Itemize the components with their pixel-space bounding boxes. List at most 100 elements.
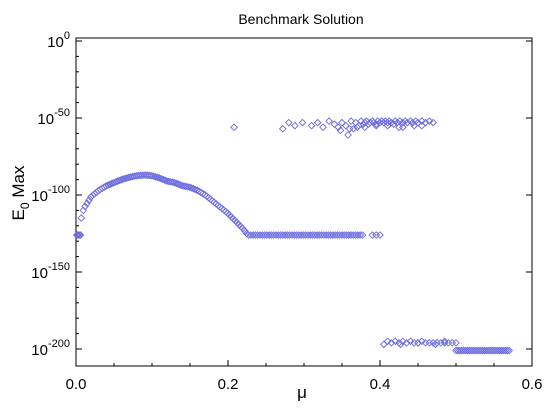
data-point bbox=[265, 231, 273, 239]
data-point bbox=[431, 340, 440, 349]
data-point bbox=[313, 231, 321, 239]
data-point bbox=[425, 117, 434, 125]
data-point bbox=[256, 231, 264, 239]
y-axis-title-rest: Max bbox=[9, 165, 28, 202]
data-point bbox=[330, 120, 339, 128]
data-point bbox=[331, 231, 339, 239]
data-point bbox=[104, 181, 112, 189]
data-point bbox=[115, 176, 124, 185]
data-point bbox=[319, 123, 327, 132]
y-tick-label-exponent: -50 bbox=[54, 107, 70, 119]
data-point bbox=[117, 175, 126, 184]
data-point bbox=[284, 118, 293, 127]
data-point bbox=[353, 123, 362, 132]
data-point bbox=[86, 193, 95, 201]
data-point bbox=[452, 339, 460, 347]
y-tick-label-exponent: 0 bbox=[64, 30, 70, 42]
data-point bbox=[417, 337, 426, 346]
plot-frame bbox=[75, 37, 533, 367]
data-point bbox=[324, 231, 333, 239]
data-point bbox=[113, 177, 122, 186]
data-point bbox=[191, 185, 200, 194]
data-point bbox=[77, 214, 86, 222]
y-tick-label-exponent: -100 bbox=[48, 184, 70, 196]
data-point bbox=[347, 231, 355, 239]
data-point bbox=[313, 118, 322, 127]
y-tick-label-exponent: -200 bbox=[48, 338, 70, 350]
data-point bbox=[341, 121, 350, 130]
data-point bbox=[372, 121, 381, 130]
data-point bbox=[74, 231, 83, 239]
data-point bbox=[153, 173, 162, 182]
y-axis-title: E0 Max bbox=[9, 165, 32, 220]
data-point bbox=[335, 231, 344, 239]
data-point bbox=[299, 231, 308, 239]
y-tick-label-base: 10 bbox=[31, 188, 48, 205]
data-point bbox=[170, 178, 179, 187]
data-point bbox=[83, 199, 91, 208]
data-point bbox=[119, 175, 127, 183]
data-point bbox=[278, 231, 287, 239]
data-point bbox=[317, 231, 326, 239]
x-tick-label: 0.0 bbox=[66, 376, 87, 393]
data-point bbox=[134, 171, 143, 180]
data-point bbox=[398, 123, 407, 132]
data-point bbox=[344, 131, 352, 139]
x-axis: 0.0 0.2 0.4 0.6 bbox=[66, 360, 543, 393]
data-point bbox=[396, 340, 405, 349]
data-point bbox=[172, 179, 181, 188]
data-point bbox=[410, 121, 419, 130]
data-point bbox=[301, 231, 310, 239]
data-point bbox=[440, 337, 449, 346]
data-point bbox=[391, 337, 400, 346]
data-point bbox=[199, 189, 207, 198]
chart-title: Benchmark Solution bbox=[238, 11, 363, 27]
data-point bbox=[267, 231, 276, 239]
data-point bbox=[429, 118, 438, 127]
data-points bbox=[72, 117, 514, 355]
data-point bbox=[329, 231, 337, 239]
data-point bbox=[360, 118, 369, 127]
y-tick-label: 10-150 bbox=[31, 261, 70, 282]
data-point bbox=[159, 175, 167, 184]
data-point bbox=[258, 231, 267, 239]
data-point bbox=[297, 231, 305, 239]
data-point bbox=[136, 171, 145, 180]
data-point bbox=[414, 339, 422, 347]
plot-area bbox=[75, 37, 533, 367]
data-point bbox=[408, 118, 417, 127]
y-tick-label: 100 bbox=[47, 30, 70, 51]
x-axis-title: μ bbox=[297, 383, 307, 402]
data-point bbox=[189, 184, 198, 193]
y-tick-label-base: 10 bbox=[31, 265, 48, 282]
data-point bbox=[73, 231, 82, 239]
data-point bbox=[187, 184, 196, 192]
data-point bbox=[503, 346, 512, 355]
data-point bbox=[298, 118, 307, 127]
data-point bbox=[376, 231, 384, 239]
data-point bbox=[230, 123, 238, 132]
data-point bbox=[356, 231, 365, 239]
data-point bbox=[308, 231, 317, 239]
x-tick-label: 0.6 bbox=[522, 376, 543, 393]
data-point bbox=[351, 231, 360, 239]
data-point bbox=[307, 121, 316, 130]
data-point bbox=[253, 231, 262, 239]
data-point bbox=[276, 231, 285, 239]
data-point bbox=[357, 117, 365, 125]
data-point bbox=[360, 123, 369, 132]
data-point bbox=[292, 231, 301, 239]
data-point bbox=[290, 231, 298, 239]
data-point bbox=[342, 231, 351, 239]
y-tick-label: 10-100 bbox=[31, 184, 70, 205]
data-point bbox=[109, 178, 118, 187]
data-point bbox=[334, 123, 343, 132]
data-point bbox=[402, 339, 411, 347]
x-tick-label: 0.4 bbox=[370, 376, 391, 393]
data-point bbox=[102, 182, 110, 190]
data-point bbox=[414, 118, 422, 127]
data-point bbox=[272, 231, 280, 239]
data-point bbox=[174, 180, 183, 188]
